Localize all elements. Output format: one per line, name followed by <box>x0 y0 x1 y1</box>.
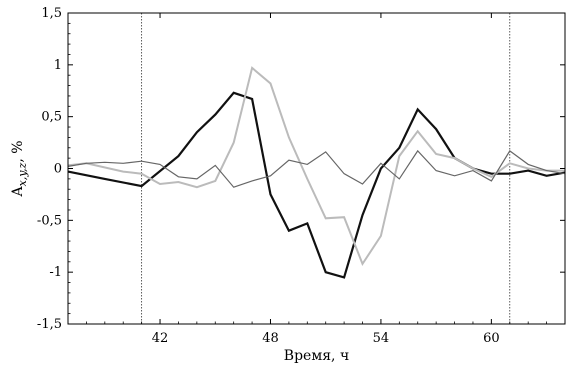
y-tick-label: -1 <box>49 265 62 280</box>
series-lines <box>67 66 566 279</box>
y-tick-label: 0,5 <box>41 110 62 125</box>
axis-ticks <box>67 12 566 325</box>
x-tick-label: 54 <box>373 331 390 346</box>
y-axis-label: Ax,y,z, % <box>10 140 29 197</box>
x-axis-label: Время, ч <box>284 348 349 364</box>
y-axis-label-sub: x,y,z <box>16 162 29 186</box>
y-tick-label: -1,5 <box>37 317 62 332</box>
x-tick-label: 48 <box>262 331 279 346</box>
y-axis-label-unit: , % <box>10 140 26 162</box>
series-line-1 <box>67 91 566 279</box>
y-axis-label-base: A <box>10 186 26 198</box>
y-tick-label: 1 <box>54 58 62 73</box>
x-tick-label: 42 <box>152 331 169 346</box>
tick-labels: 42 48 54 60 -1,5 -1 -0,5 0 0,5 1 1,5 <box>37 6 500 346</box>
series-line-3 <box>67 149 566 188</box>
reference-lines <box>141 13 511 324</box>
y-tick-label: -0,5 <box>37 213 62 228</box>
y-tick-label: 1,5 <box>41 6 62 21</box>
plot-frame <box>67 12 566 325</box>
series-line-2 <box>67 66 565 267</box>
x-tick-label: 60 <box>483 331 500 346</box>
y-tick-label: 0 <box>54 162 62 177</box>
